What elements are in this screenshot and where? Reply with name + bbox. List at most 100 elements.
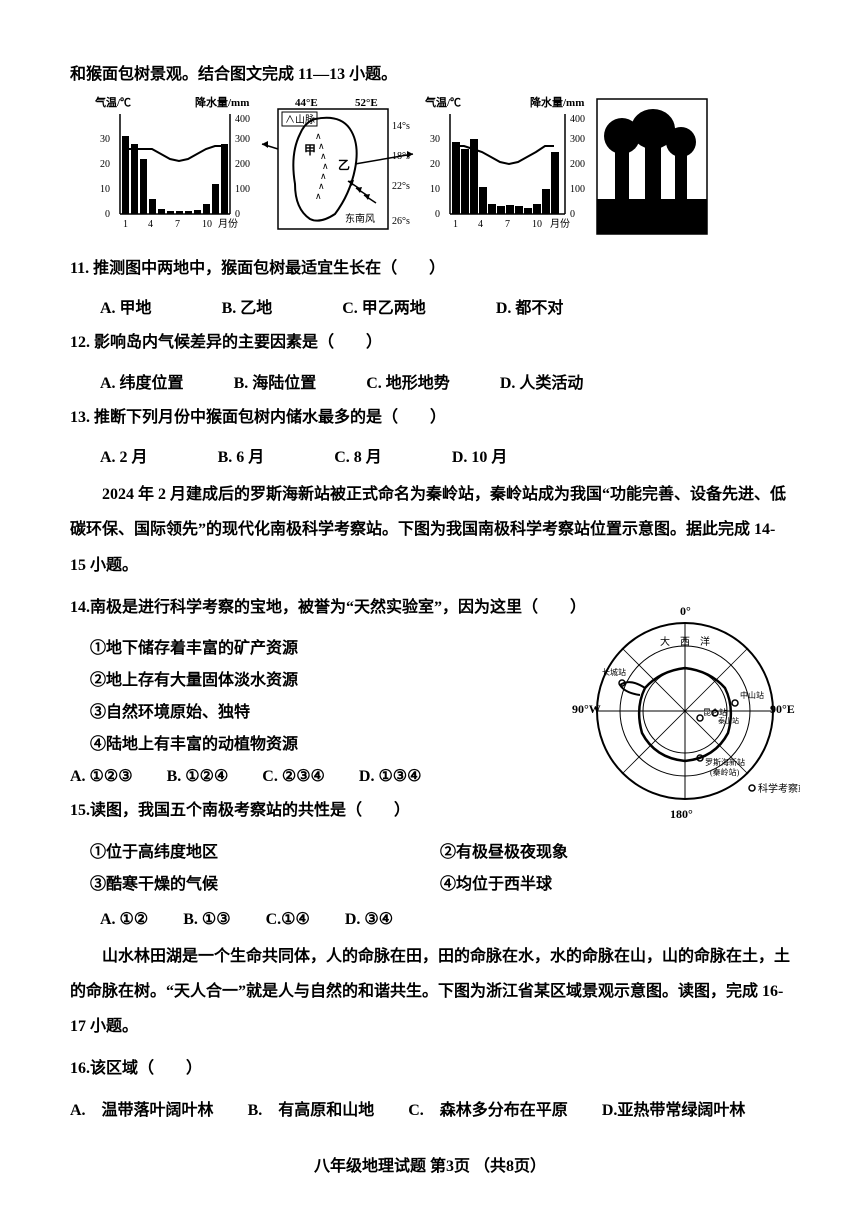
svg-text:∧: ∧ <box>318 181 325 191</box>
svg-text:罗斯海新站: 罗斯海新站 <box>705 757 745 767</box>
svg-text:大 西 洋: 大 西 洋 <box>660 635 710 648</box>
q12-options: A. 纬度位置 B. 海陆位置 C. 地形地势 D. 人类活动 <box>100 369 790 393</box>
page-footer: 八年级地理试题 第3页 （共8页） <box>0 1152 860 1176</box>
svg-text:∧: ∧ <box>322 161 329 171</box>
svg-text:10: 10 <box>202 219 212 230</box>
q16-opt-a: A. 温带落叶阔叶林 <box>70 1102 214 1119</box>
svg-text:(秦岭站): (秦岭站) <box>710 767 740 777</box>
svg-text:长城站: 长城站 <box>602 667 626 677</box>
q15-opt-a: A. ①② <box>100 909 148 929</box>
svg-text:0: 0 <box>570 209 575 220</box>
q11-opt-d: D. 都不对 <box>496 294 564 318</box>
climate-chart-2: 气温/℃ 降水量/mm 0 10 20 30 0 100 200 300 400… <box>420 94 590 239</box>
svg-text:52°E: 52°E <box>355 97 378 109</box>
svg-text:180°: 180° <box>670 807 693 821</box>
svg-text:科学考察站: 科学考察站 <box>758 782 800 795</box>
svg-text:100: 100 <box>235 184 250 195</box>
q15-item-1: ①位于高纬度地区 <box>90 837 440 869</box>
svg-text:东南风: 东南风 <box>345 212 375 225</box>
q13-opt-c: C. 8 月 <box>334 443 382 467</box>
q13-options: A. 2 月 B. 6 月 C. 8 月 D. 10 月 <box>100 443 790 467</box>
q12-text: 12. 影响岛内气候差异的主要因素是（ ） <box>70 328 790 358</box>
q16-opt-d: D.亚热带常绿阔叶林 <box>602 1102 746 1119</box>
svg-text:30: 30 <box>430 134 440 145</box>
svg-text:降水量/mm: 降水量/mm <box>530 95 584 109</box>
svg-text:20: 20 <box>430 159 440 170</box>
q13-text: 13. 推断下列月份中猴面包树内储水最多的是（ ） <box>70 403 790 433</box>
q16-text: 16.该区域（ ） <box>70 1054 790 1084</box>
q11-options: A. 甲地 B. 乙地 C. 甲乙两地 D. 都不对 <box>100 294 790 318</box>
svg-text:月份: 月份 <box>218 218 238 230</box>
svg-text:200: 200 <box>570 159 585 170</box>
svg-text:∧山脉: ∧山脉 <box>285 113 315 126</box>
svg-text:10: 10 <box>532 219 542 230</box>
q13-opt-a: A. 2 月 <box>100 443 148 467</box>
svg-text:300: 300 <box>235 134 250 145</box>
q13-opt-b: B. 6 月 <box>218 443 265 467</box>
q12-opt-d: D. 人类活动 <box>500 369 584 393</box>
q15-opt-c: C.①④ <box>266 909 310 929</box>
passage-2: 2024 年 2 月建成后的罗斯海新站被正式命名为秦岭站，秦岭站成为我国“功能完… <box>70 477 790 583</box>
svg-text:200: 200 <box>235 159 250 170</box>
svg-text:∧: ∧ <box>318 141 325 151</box>
svg-text:22°s: 22°s <box>392 181 410 192</box>
q16-opt-c: C. 森林多分布在平原 <box>408 1102 568 1119</box>
q13-opt-d: D. 10 月 <box>452 443 508 467</box>
q15-opt-d: D. ③④ <box>345 909 393 929</box>
q11-opt-c: C. 甲乙两地 <box>342 294 426 318</box>
svg-text:20: 20 <box>100 159 110 170</box>
q16-options: A. 温带落叶阔叶林 B. 有高原和山地 C. 森林多分布在平原 D.亚热带常绿… <box>70 1096 790 1120</box>
q16-opt-b: B. 有高原和山地 <box>248 1102 375 1119</box>
q11-opt-b: B. 乙地 <box>222 294 273 318</box>
svg-text:∧: ∧ <box>315 131 322 141</box>
svg-text:1: 1 <box>453 219 458 230</box>
q15-item-3: ③酷寒干燥的气候 <box>90 869 440 901</box>
svg-text:100: 100 <box>570 184 585 195</box>
passage-3: 山水林田湖是一个生命共同体，人的命脉在田，田的命脉在水，水的命脉在山，山的命脉在… <box>70 939 790 1045</box>
svg-text:4: 4 <box>478 219 483 230</box>
svg-text:泰山站: 泰山站 <box>718 716 739 725</box>
q15-items: ①位于高纬度地区 ③酷寒干燥的气候 ②有极昼极夜现象 ④均位于西半球 <box>90 837 790 901</box>
island-map: 44°E 52°E ∧山脉 ∧ ∧ ∧ ∧ ∧ ∧ ∧ 甲 乙 东南风 14°s… <box>260 94 415 239</box>
svg-text:400: 400 <box>570 114 585 125</box>
svg-text:44°E: 44°E <box>295 97 318 109</box>
svg-text:400: 400 <box>235 114 250 125</box>
svg-text:0: 0 <box>435 209 440 220</box>
svg-text:气温/℃: 气温/℃ <box>424 95 461 109</box>
q11-text: 11. 推测图中两地中，猴面包树最适宜生长在（ ） <box>70 254 790 284</box>
svg-text:中山站: 中山站 <box>740 690 764 700</box>
svg-text:降水量/mm: 降水量/mm <box>195 95 249 109</box>
svg-text:1: 1 <box>123 219 128 230</box>
q14-opt-b: B. ①②④ <box>167 768 229 785</box>
q15-item-2: ②有极昼极夜现象 <box>440 837 790 869</box>
svg-text:300: 300 <box>570 134 585 145</box>
svg-text:4: 4 <box>148 219 153 230</box>
q14-opt-d: D. ①③④ <box>359 768 422 785</box>
q14-opt-a: A. ①②③ <box>70 768 133 785</box>
q12-opt-a: A. 纬度位置 <box>100 369 184 393</box>
q14-opt-c: C. ②③④ <box>262 768 325 785</box>
svg-text:26°s: 26°s <box>392 216 410 227</box>
svg-text:0: 0 <box>105 209 110 220</box>
intro-text: 和猴面包树景观。结合图文完成 11—13 小题。 <box>70 60 790 84</box>
q12-opt-b: B. 海陆位置 <box>234 369 317 393</box>
baobab-image <box>595 94 710 239</box>
svg-text:10: 10 <box>430 184 440 195</box>
svg-text:∧: ∧ <box>315 191 322 201</box>
figure-row: 气温/℃ 降水量/mm 0 10 20 30 0 100 200 300 400… <box>90 94 790 239</box>
svg-text:乙: 乙 <box>338 158 350 172</box>
svg-text:7: 7 <box>175 219 180 230</box>
q11-opt-a: A. 甲地 <box>100 294 152 318</box>
svg-text:∧: ∧ <box>320 171 327 181</box>
svg-text:10: 10 <box>100 184 110 195</box>
svg-text:7: 7 <box>505 219 510 230</box>
q15-item-4: ④均位于西半球 <box>440 869 790 901</box>
q15-opt-b: B. ①③ <box>183 909 230 929</box>
q15-options: A. ①② B. ①③ C.①④ D. ③④ <box>100 909 790 929</box>
q12-opt-c: C. 地形地势 <box>366 369 450 393</box>
svg-text:甲: 甲 <box>304 143 316 157</box>
svg-text:气温/℃: 气温/℃ <box>94 95 131 109</box>
climate-chart-1: 气温/℃ 降水量/mm 0 10 20 30 0 100 200 300 400… <box>90 94 255 239</box>
svg-text:∧: ∧ <box>320 151 327 161</box>
polar-map: 0° 90°W 90°E 180° 大 西 洋 长城站 中山站 昆仑站 泰山站 … <box>570 603 800 828</box>
